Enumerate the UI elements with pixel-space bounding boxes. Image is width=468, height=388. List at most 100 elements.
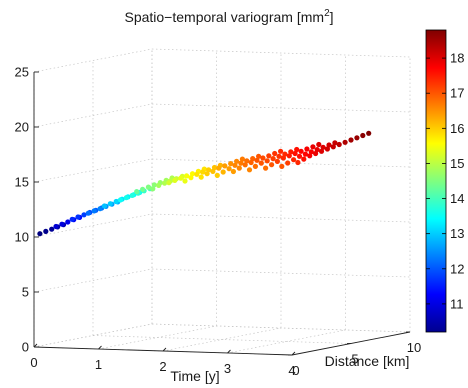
data-point (269, 162, 275, 168)
data-point (260, 155, 266, 161)
data-point (156, 182, 162, 188)
data-point (248, 159, 254, 166)
data-point (301, 156, 307, 162)
y-tick-label: 3 (224, 361, 231, 376)
data-point (330, 144, 336, 150)
data-point (326, 142, 332, 148)
data-point (276, 153, 282, 159)
x-tick-label: 10 (407, 340, 421, 355)
data-point (302, 151, 308, 157)
data-point (320, 144, 326, 150)
colorbar-tick-label: 17 (450, 86, 464, 101)
data-point (242, 162, 248, 168)
data-point (59, 221, 65, 227)
data-point (194, 171, 200, 177)
data-point (113, 198, 119, 205)
data-points (37, 130, 372, 237)
data-point (184, 173, 190, 179)
data-point (278, 148, 284, 154)
data-point (228, 161, 234, 167)
colorbar-tick-label: 12 (450, 261, 464, 276)
data-point (307, 153, 313, 159)
data-point (310, 144, 316, 150)
data-point (178, 175, 184, 181)
data-point (151, 182, 157, 188)
z-tick-label: 25 (15, 65, 29, 80)
data-point (295, 159, 301, 166)
x-tick-label: 0 (292, 363, 299, 378)
data-point (166, 180, 172, 186)
axis-lines (33, 71, 411, 356)
z-tick-label: 5 (22, 285, 29, 300)
data-point (264, 158, 270, 164)
data-point (81, 212, 87, 218)
data-point (294, 146, 300, 153)
data-point (291, 157, 297, 163)
data-point (150, 186, 156, 192)
data-point (123, 195, 129, 201)
data-point (318, 148, 325, 154)
data-point (332, 140, 338, 146)
data-point (189, 171, 196, 177)
data-point (258, 160, 264, 166)
data-point (210, 168, 216, 174)
data-point (53, 223, 59, 230)
data-point (342, 139, 348, 145)
colorbar-tick-label: 11 (450, 296, 464, 311)
data-point (117, 197, 124, 203)
data-point (280, 155, 286, 161)
colorbar-tick-label: 16 (450, 121, 464, 136)
data-point (188, 175, 194, 181)
data-point (336, 141, 342, 148)
data-point (298, 148, 304, 154)
z-tick-label: 20 (15, 120, 29, 135)
data-point (250, 156, 256, 162)
y-tick-label: 2 (159, 359, 166, 374)
data-point (256, 153, 262, 159)
data-point (272, 150, 278, 157)
data-point (129, 192, 135, 198)
colorbar (425, 29, 447, 333)
data-point (145, 184, 151, 190)
data-point (274, 158, 280, 164)
data-point (200, 169, 206, 175)
data-point (252, 163, 258, 169)
x-tick-label: 5 (351, 352, 358, 367)
colorbar-tick-label: 13 (450, 226, 464, 241)
data-point (37, 231, 43, 237)
data-point (244, 158, 250, 164)
data-point (216, 165, 222, 171)
data-point (324, 146, 330, 152)
z-tick-label: 10 (15, 230, 29, 245)
data-point (239, 156, 245, 162)
data-point (354, 135, 360, 141)
data-point (360, 132, 366, 139)
data-point (220, 169, 226, 175)
data-point (296, 153, 303, 159)
data-point (91, 208, 97, 214)
data-point (266, 153, 272, 159)
y-axis-label: Time [y] (170, 368, 219, 384)
data-point (279, 163, 285, 169)
data-point (234, 158, 240, 164)
y-tick-label: 0 (30, 355, 37, 370)
data-point (232, 162, 238, 168)
data-point (263, 165, 269, 171)
data-point (226, 166, 232, 172)
data-point (285, 160, 291, 166)
data-point (182, 178, 188, 184)
data-point (282, 151, 288, 157)
data-point (348, 137, 354, 143)
data-point (69, 216, 75, 222)
data-point (316, 141, 322, 148)
data-point (75, 214, 81, 220)
colorbar-tick-label: 15 (450, 156, 464, 171)
data-point (230, 168, 236, 175)
data-point (85, 210, 91, 216)
z-tick-label: 0 (22, 340, 29, 355)
data-point (162, 180, 168, 186)
data-point (97, 206, 103, 212)
